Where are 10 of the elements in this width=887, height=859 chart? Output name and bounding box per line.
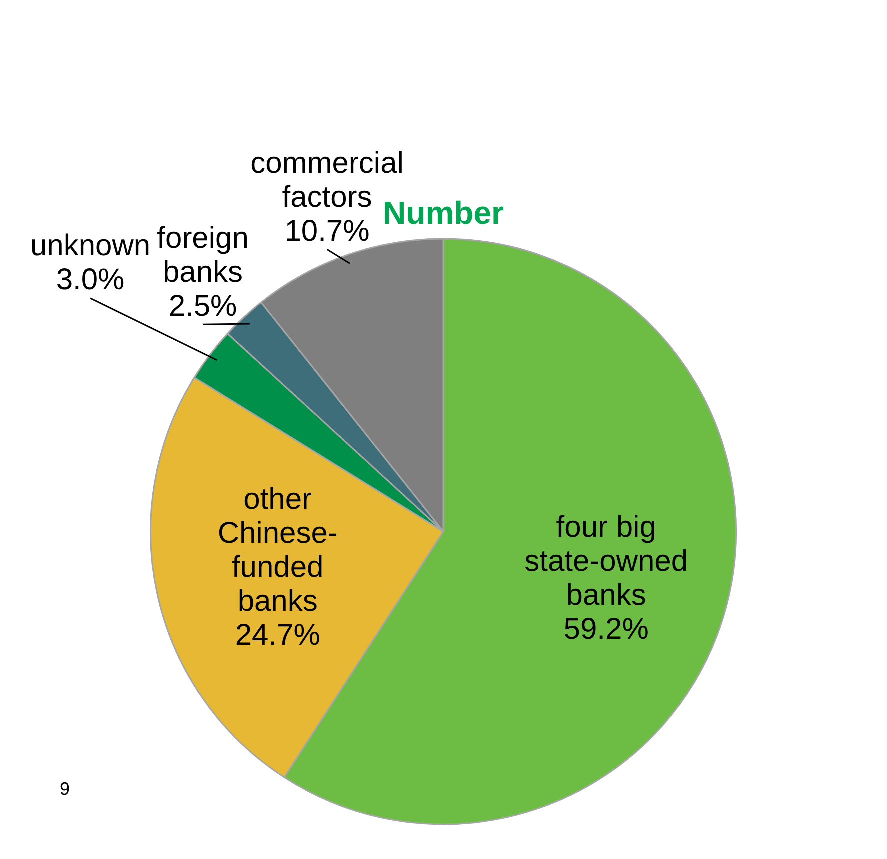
slice-label: other Chinese-funded banks [218, 483, 338, 618]
data-label: 24.7% [235, 619, 320, 652]
data-label: 2.5% [168, 290, 238, 323]
slice-label: unknown [30, 230, 151, 263]
slice-label: foreign banks [157, 222, 249, 289]
data-label: 3.0% [56, 264, 125, 297]
data-label: 59.2% [564, 613, 649, 646]
text: 9 [60, 778, 70, 799]
slice-label: four big state-owned banks [524, 511, 688, 612]
data-label: 10.7% [284, 214, 370, 248]
